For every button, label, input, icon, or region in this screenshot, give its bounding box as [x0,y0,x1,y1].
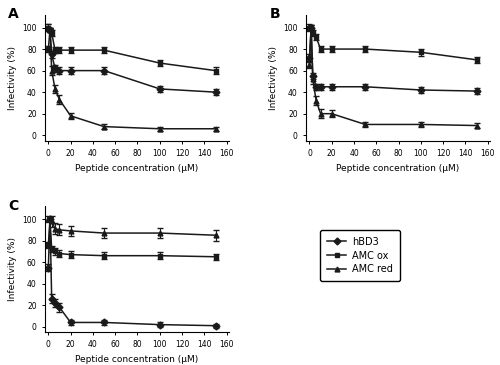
Text: A: A [8,7,19,21]
Y-axis label: Infectivity (%): Infectivity (%) [8,237,16,301]
Y-axis label: Infectivity (%): Infectivity (%) [8,46,16,110]
Legend: hBD3, AMC ox, AMC red: hBD3, AMC ox, AMC red [320,230,400,281]
Text: B: B [270,7,280,21]
Y-axis label: Infectivity (%): Infectivity (%) [268,46,278,110]
Text: C: C [8,199,18,212]
X-axis label: Peptide concentration (μM): Peptide concentration (μM) [76,355,198,364]
X-axis label: Peptide concentration (μM): Peptide concentration (μM) [336,164,460,173]
X-axis label: Peptide concentration (μM): Peptide concentration (μM) [76,164,198,173]
